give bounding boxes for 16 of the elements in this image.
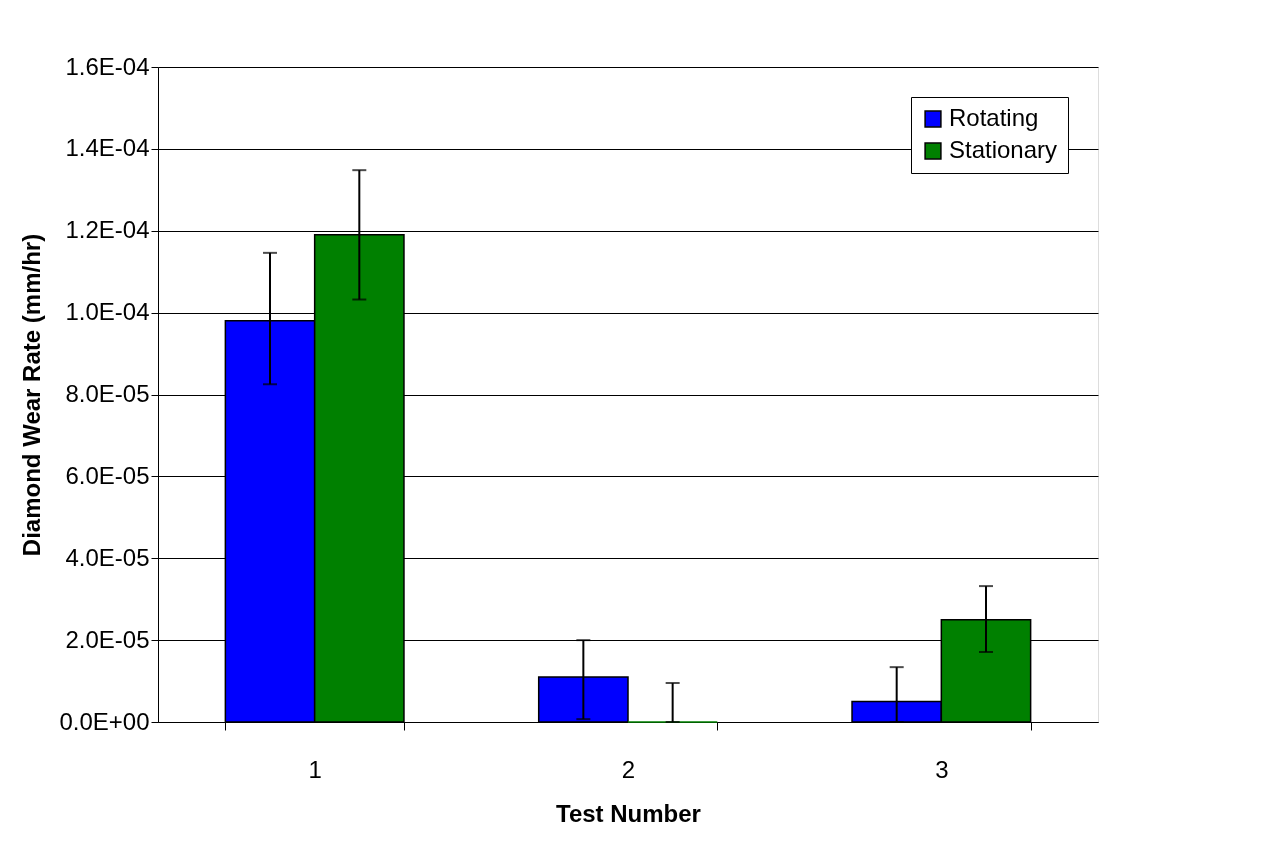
x-axis-title: Test Number: [556, 799, 701, 827]
legend-label: Rotating: [949, 104, 1039, 131]
legend-label: Stationary: [949, 136, 1058, 163]
y-tick-label: 1.2E-04: [65, 216, 150, 244]
y-tick-label: 0.0E+00: [59, 707, 150, 735]
x-tick-label: 3: [935, 755, 949, 783]
x-tick-label: 2: [621, 755, 636, 783]
y-tick-label: 4.0E-05: [65, 543, 150, 571]
y-tick-label: 1.0E-04: [65, 298, 150, 326]
y-tick-label: 1.4E-04: [65, 134, 150, 162]
y-tick-label: 8.0E-05: [65, 380, 150, 407]
y-tick-label: 1.6E-04: [65, 52, 150, 80]
y-tick-label: 2.0E-05: [65, 625, 150, 653]
y-tick-label: 6.0E-05: [65, 461, 150, 489]
y-axis-title: Diamond Wear Rate (mm/hr): [18, 233, 46, 557]
x-tick-label: 1: [308, 755, 322, 783]
